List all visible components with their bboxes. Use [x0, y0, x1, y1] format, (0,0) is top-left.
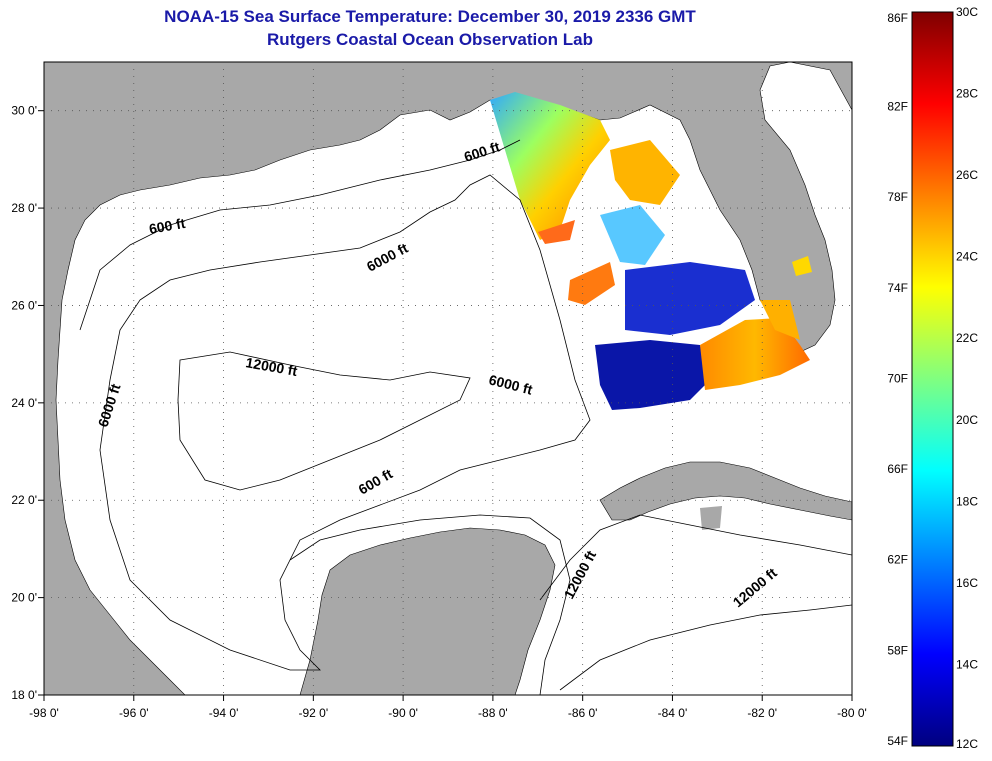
fahrenheit-label: 62F	[887, 553, 908, 567]
fahrenheit-label: 58F	[887, 643, 908, 657]
longitude-tick-labels: -98 0' -96 0' -94 0' -92 0' -90 0' -88 0' -86 …	[29, 706, 867, 720]
lon-tick-label: -92 0'	[299, 706, 329, 720]
latitude-tick-labels: 30 0' 28 0' 26 0' 24 0' 22 0' 20 0' 18 0'	[11, 104, 37, 702]
bathymetry-contours	[79, 139, 852, 695]
celsius-label: 16C	[956, 576, 978, 590]
contour-label: 600 ft	[148, 215, 187, 237]
contour-12000ft-loop	[177, 351, 471, 491]
contour-600ft-north	[79, 139, 521, 331]
lon-tick-label: -94 0'	[209, 706, 239, 720]
lat-tick-label: 26 0'	[11, 298, 37, 312]
fahrenheit-label: 78F	[887, 190, 908, 204]
celsius-label: 14C	[956, 657, 978, 671]
lon-tick-label: -88 0'	[478, 706, 508, 720]
land-yucatan	[299, 527, 556, 695]
lon-tick-label: -90 0'	[388, 706, 418, 720]
contour-12000ft-caribbean-2	[559, 604, 852, 691]
land-north-america	[44, 62, 852, 695]
fahrenheit-label: 54F	[887, 734, 908, 748]
colorbar	[911, 11, 954, 747]
celsius-label: 22C	[956, 331, 978, 345]
lat-tick-label: 18 0'	[11, 688, 37, 702]
contour-6000ft-loop	[99, 174, 591, 671]
map-title: NOAA-15 Sea Surface Temperature: Decembe…	[164, 7, 696, 26]
lat-tick-label: 20 0'	[11, 591, 37, 605]
map-subtitle: Rutgers Coastal Ocean Observation Lab	[267, 30, 593, 49]
fahrenheit-label: 66F	[887, 462, 908, 476]
lat-tick-label: 22 0'	[11, 493, 37, 507]
contour-600ft-yucatan	[289, 514, 571, 695]
fahrenheit-label: 82F	[887, 100, 908, 114]
colorbar-fahrenheit-labels: 86F 82F 78F 74F 70F 66F 62F 58F 54F	[887, 11, 908, 748]
lon-tick-label: -98 0'	[29, 706, 59, 720]
celsius-label: 20C	[956, 413, 978, 427]
celsius-label: 24C	[956, 250, 978, 264]
fahrenheit-label: 86F	[887, 11, 908, 25]
map-frame	[43, 61, 853, 696]
sst-swath	[490, 92, 812, 410]
celsius-label: 18C	[956, 494, 978, 508]
land-cuba	[599, 461, 852, 521]
lon-tick-label: -84 0'	[658, 706, 688, 720]
lon-tick-label: -80 0'	[837, 706, 867, 720]
lon-tick-label: -86 0'	[568, 706, 598, 720]
lat-tick-label: 28 0'	[11, 201, 37, 215]
celsius-label: 12C	[956, 737, 978, 751]
fahrenheit-label: 70F	[887, 371, 908, 385]
land-islands	[700, 506, 722, 530]
lat-tick-label: 30 0'	[11, 104, 37, 118]
lat-tick-label: 24 0'	[11, 396, 37, 410]
graticule	[44, 62, 852, 695]
celsius-label: 30C	[956, 5, 978, 19]
axis-ticks	[38, 110, 853, 701]
colorbar-celsius-labels: 30C 28C 26C 24C 22C 20C 18C 16C 14C 12C	[956, 5, 978, 751]
lon-tick-label: -82 0'	[747, 706, 777, 720]
celsius-label: 26C	[956, 168, 978, 182]
celsius-label: 28C	[956, 87, 978, 101]
fahrenheit-label: 74F	[887, 281, 908, 295]
contour-12000ft-caribbean-1	[539, 514, 852, 601]
lon-tick-label: -96 0'	[119, 706, 149, 720]
